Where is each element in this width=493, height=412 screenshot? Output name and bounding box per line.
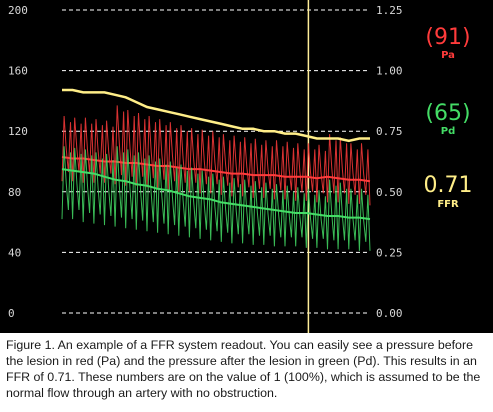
ffr-label: FFR xyxy=(437,199,459,210)
pa-label: Pa xyxy=(441,50,455,61)
right-tick-label: 1.00 xyxy=(376,65,403,78)
pa-value: (91) xyxy=(425,25,470,50)
left-tick-label: 40 xyxy=(8,246,21,259)
left-tick-label: 200 xyxy=(8,4,28,17)
right-tick-label: 0.00 xyxy=(376,307,403,320)
pd-label: Pd xyxy=(441,126,456,137)
right-tick-label: 0.25 xyxy=(376,246,403,259)
pa-pulse-trace xyxy=(61,105,371,206)
pd-value: (65) xyxy=(425,101,470,126)
ffr-line xyxy=(62,88,370,143)
pd-mean-line xyxy=(61,168,371,221)
ffr-monitor-display: 200 160 120 80 40 0 1.25 1.00 0.75 0.50 0.25 0.00 (… xyxy=(0,0,493,333)
figure-caption: Figure 1. An example of a FFR system rea… xyxy=(6,338,481,400)
left-tick-label: 80 xyxy=(8,186,21,199)
ffr-value: 0.71 xyxy=(424,173,473,198)
right-tick-label: 0.50 xyxy=(376,186,403,199)
left-tick-label: 0 xyxy=(8,307,15,320)
left-tick-label: 120 xyxy=(8,125,28,138)
right-tick-label: 0.75 xyxy=(376,125,403,138)
pd-pulse-trace xyxy=(61,146,371,251)
left-tick-label: 160 xyxy=(8,65,28,78)
ffr-chart: 200 160 120 80 40 0 1.25 1.00 0.75 0.50 0.25 0.00 (… xyxy=(8,0,473,333)
right-tick-label: 1.25 xyxy=(376,4,403,17)
